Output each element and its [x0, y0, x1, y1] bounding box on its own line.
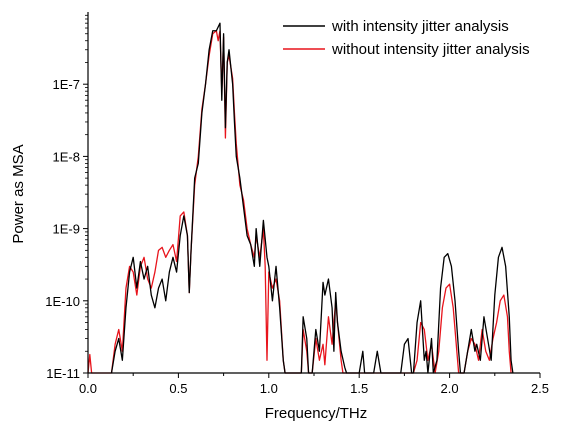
y-tick-label: 1E-9: [53, 222, 80, 237]
legend-label-with-jitter: with intensity jitter analysis: [331, 18, 509, 35]
series-line-without-jitter: [87, 30, 512, 374]
legend: with intensity jitter analysis without i…: [283, 18, 530, 58]
y-tick-label: 1E-7: [53, 77, 80, 92]
x-tick-label: 1.5: [350, 381, 368, 396]
legend-label-without-jitter: without intensity jitter analysis: [331, 41, 530, 58]
x-tick-label: 1.0: [260, 381, 278, 396]
y-ticks: 1E-11 1E-10 1E-9 1E-8 1E-7: [45, 14, 88, 381]
y-tick-label: 1E-10: [45, 294, 80, 309]
x-tick-label: 0.0: [79, 381, 97, 396]
x-ticks: 0.0 0.5 1.0 1.5 2.0 2.5: [79, 373, 549, 396]
series-line-with-jitter: [110, 22, 514, 374]
x-axis-title: Frequency/THz: [265, 405, 368, 422]
x-tick-label: 2.5: [531, 381, 549, 396]
series-layer: [87, 22, 514, 374]
y-tick-label: 1E-11: [46, 366, 80, 381]
x-tick-label: 0.5: [169, 381, 187, 396]
x-tick-label: 2.0: [441, 381, 459, 396]
y-tick-label: 1E-8: [53, 149, 80, 164]
y-axis-title: Power as MSA: [10, 144, 27, 243]
